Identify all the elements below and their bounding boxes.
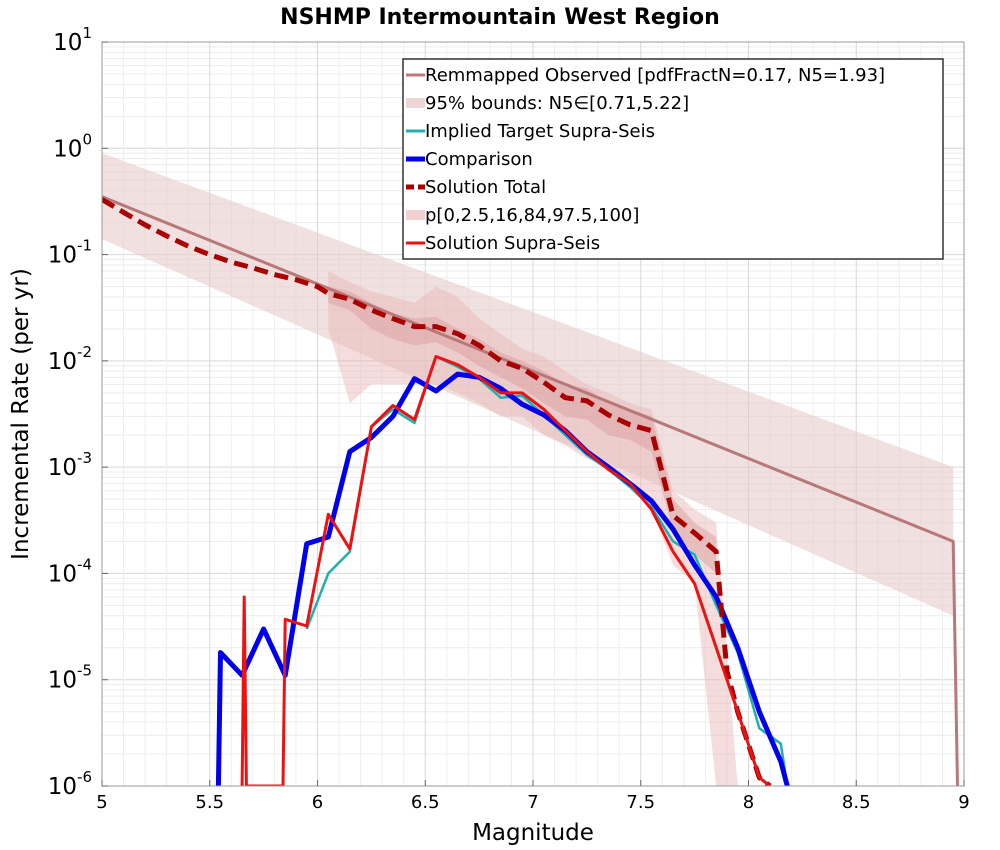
legend-label: 95% bounds: N5∈[0.71,5.22] <box>425 93 689 114</box>
series-line-solution <box>102 197 772 786</box>
x-tick-label: 8.5 <box>842 792 871 813</box>
chart-title: NSHMP Intermountain West Region <box>280 5 720 30</box>
legend-swatch <box>406 98 425 108</box>
legend-swatch <box>406 210 425 220</box>
x-tick-label: 8 <box>743 792 754 813</box>
legend-box <box>402 58 944 260</box>
x-tick-label: 5.5 <box>195 792 224 813</box>
y-tick-label: 10-5 <box>48 662 92 694</box>
y-tick-label: 10-2 <box>48 343 92 375</box>
x-tick-label: 5 <box>96 792 107 813</box>
band-p-0-2-5-16-84-97-5-100-inner <box>328 286 717 574</box>
x-tick-label: 6.5 <box>411 792 440 813</box>
legend-label: p[0,2.5,16,84,97.5,100] <box>425 205 639 226</box>
band-95-bounds-n5-0-71-5-22- <box>102 153 954 616</box>
x-axis-label: Magnitude <box>472 820 594 846</box>
x-tick-label: 9 <box>958 792 969 813</box>
y-tick-label: 10-6 <box>48 768 92 800</box>
series-lines <box>102 195 959 786</box>
y-tick-label: 10-4 <box>48 555 92 587</box>
series-line-remmapped <box>102 195 959 786</box>
x-axis-ticks: 5 5.5 6 6.5 7 7.5 8 8.5 9 <box>96 780 970 813</box>
y-tick-label: 10-3 <box>48 449 92 481</box>
x-tick-label: 7.5 <box>626 792 655 813</box>
series-line-solution <box>240 355 771 786</box>
x-tick-label: 6 <box>312 792 323 813</box>
legend: Remmapped Observed [pdfFractN=0.17, N5=1… <box>402 58 944 260</box>
y-axis-label: Incremental Rate (per yr) <box>8 268 34 560</box>
legend-label: Implied Target Supra-Seis <box>425 121 655 142</box>
series-line-comparison <box>215 371 790 786</box>
y-tick-label: 100 <box>53 130 92 162</box>
y-tick-label: 101 <box>53 24 92 56</box>
legend-label: Solution Total <box>425 177 546 198</box>
legend-label: Solution Supra-Seis <box>425 233 600 254</box>
legend-label: Comparison <box>425 149 533 170</box>
y-tick-label: 10-1 <box>48 237 92 269</box>
legend-label: Remmapped Observed [pdfFractN=0.17, N5=1… <box>425 65 885 86</box>
y-axis-ticks: 10-6 10-5 10-4 10-3 10-2 10-1 100 101 <box>48 24 108 800</box>
x-tick-label: 7 <box>527 792 538 813</box>
